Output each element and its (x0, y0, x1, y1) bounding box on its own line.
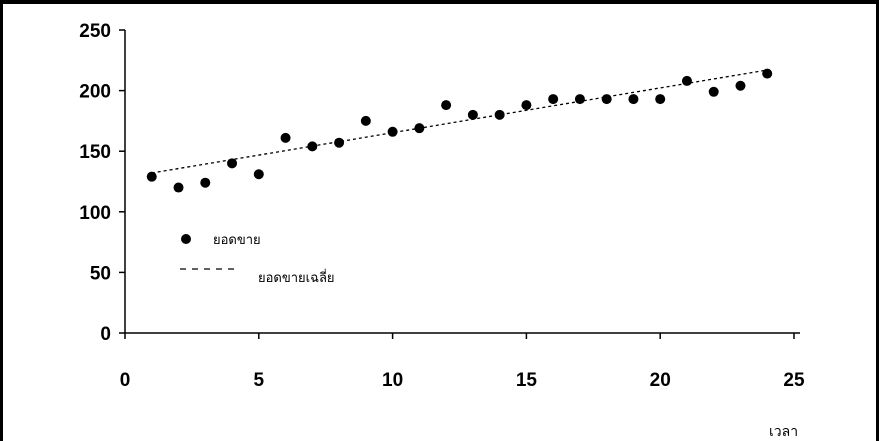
y-tick-label: 0 (100, 324, 111, 345)
x-tick-label: 25 (783, 370, 805, 391)
y-tick-label: 100 (79, 203, 111, 224)
data-point (334, 137, 345, 148)
x-tick-label: 20 (650, 370, 671, 391)
trend-layer (151, 69, 768, 174)
legend: ยอดขาย ยอดขายเฉลี่ย (180, 233, 335, 286)
legend-marker-sales (181, 234, 191, 244)
data-point (253, 169, 264, 180)
legend-label-sales: ยอดขาย (213, 233, 261, 248)
data-point (681, 75, 692, 86)
data-point (628, 94, 639, 105)
y-tick-label: 200 (79, 82, 111, 103)
data-point (280, 132, 291, 143)
trend-line-average (151, 69, 768, 174)
axes (124, 30, 800, 334)
x-tick-label: 5 (254, 370, 265, 391)
data-point (307, 141, 318, 152)
data-point (414, 123, 425, 134)
data-point (708, 86, 719, 97)
legend-label-average: ยอดขายเฉลี่ย (258, 269, 335, 286)
x-tick-label: 15 (516, 370, 538, 391)
data-point (494, 109, 505, 120)
points-layer (146, 68, 773, 193)
data-point (521, 100, 532, 111)
data-point (227, 158, 238, 169)
data-point (655, 94, 666, 105)
data-point (387, 126, 398, 137)
x-tick-label: 0 (120, 370, 131, 391)
y-ticks: 0 50 100 150 200 250 (79, 21, 125, 345)
x-ticks: 0 5 10 15 20 25 (120, 333, 805, 391)
data-point (200, 177, 211, 188)
data-point (360, 115, 371, 126)
scatter-chart: 0 50 100 150 200 250 0 5 10 15 20 25 ยอดขาย ยอดขาย… (79, 21, 805, 440)
data-point (146, 171, 157, 182)
data-point (601, 94, 612, 105)
y-tick-label: 250 (79, 21, 111, 42)
data-point (735, 80, 746, 91)
x-axis-title: เวลา (769, 424, 798, 440)
data-point (441, 100, 452, 111)
data-point (548, 94, 559, 105)
data-point (762, 68, 773, 79)
y-tick-label: 50 (90, 263, 111, 284)
data-point (467, 109, 478, 120)
y-tick-label: 150 (79, 142, 111, 163)
x-tick-label: 10 (382, 370, 403, 391)
data-point (173, 182, 184, 193)
data-point (574, 94, 585, 105)
